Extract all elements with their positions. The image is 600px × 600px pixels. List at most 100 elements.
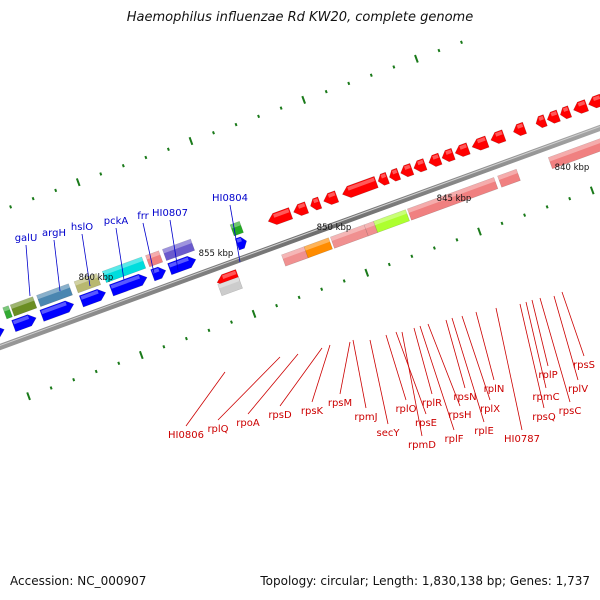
ring-dot (31, 196, 35, 201)
ring-dot (26, 392, 31, 401)
gene-label-reverse: rpsD (268, 410, 292, 421)
ring-dot (589, 186, 595, 195)
ring-dot (257, 114, 261, 119)
gene-label-forward: hslO (71, 222, 93, 233)
scale-label: 855 kbp (199, 249, 234, 259)
feature-block-forward (36, 283, 73, 307)
feature-block-reverse (547, 126, 600, 170)
ring-dot (369, 73, 373, 77)
gene-label-reverse: rpsK (301, 406, 324, 417)
gene-label-reverse: rplF (445, 434, 464, 445)
cds-reverse-arrow (323, 190, 340, 205)
gene-label-reverse: rpsS (573, 360, 595, 371)
ring-dot (144, 155, 148, 160)
gene-label-forward: argH (42, 228, 66, 239)
gene-label-forward: frr (137, 211, 149, 222)
dotted-ring-layer (9, 40, 595, 401)
cds-reverse-arrow (546, 109, 561, 124)
ring-dot (500, 221, 504, 226)
ring-dot (410, 254, 414, 259)
cds-reverse-arrow (513, 121, 528, 136)
ring-dot (49, 386, 53, 390)
cds-reverse-arrow (588, 93, 600, 109)
feature-block-forward (162, 238, 195, 261)
gene-label-reverse: secY (377, 428, 401, 439)
ring-dot (432, 246, 436, 250)
cds-reverse-arrow (535, 114, 548, 129)
accession-text: Accession: NC_000907 (10, 574, 147, 588)
feature-layer (0, 93, 600, 343)
gene-label-reverse: rpmC (532, 392, 559, 403)
ring-dot (455, 238, 459, 242)
ring-dot (387, 262, 391, 267)
cds-reverse-arrow (441, 147, 456, 163)
genome-summary-text: Topology: circular; Length: 1,830,138 bp… (260, 574, 590, 588)
gene-label-reverse: rplO (395, 404, 416, 415)
ring-dot (234, 122, 238, 127)
gene-label-reverse: rpsQ (532, 412, 556, 423)
cds-reverse-arrow (490, 129, 507, 144)
cds-reverse-arrow (560, 105, 573, 120)
gene-label-reverse: rpsE (415, 418, 437, 429)
feature-block-reverse (373, 209, 410, 233)
cds-reverse-arrow (428, 152, 443, 167)
ring-dot (207, 328, 211, 333)
ring-dot (212, 131, 215, 135)
gene-label-reverse: rplE (474, 426, 494, 437)
feature-block-reverse (217, 276, 243, 297)
feature-block-forward (229, 220, 244, 237)
map-title: Haemophilus influenzae Rd KW20, complete… (126, 10, 474, 25)
feature-block-reverse (407, 177, 499, 221)
ring-dot (275, 303, 279, 308)
gene-label-reverse: rpsN (453, 392, 476, 403)
feature-block-reverse (281, 246, 309, 267)
feature-block-forward (73, 273, 102, 294)
ring-dot (392, 65, 396, 69)
feature-block-forward (145, 250, 164, 268)
leader-lines (25, 204, 585, 437)
genome-backbone (0, 124, 600, 351)
gene-label-reverse: rplV (568, 384, 588, 395)
ring-dot (342, 279, 346, 283)
gene-label-reverse: rplX (480, 404, 500, 415)
gene-label-forward: pckA (104, 216, 129, 227)
ring-dot (279, 106, 283, 110)
cds-reverse-arrow (342, 176, 379, 198)
feature-block-forward (9, 296, 38, 317)
scale-label: 840 kbp (555, 163, 590, 173)
cds-reverse-arrow (400, 163, 415, 178)
gene-label-reverse: HI0787 (504, 434, 540, 445)
gene-label-forward: HI0807 (152, 208, 188, 219)
ring-dot (251, 309, 257, 318)
scale-label: 850 kbp (317, 223, 352, 233)
cds-reverse-arrow (413, 158, 428, 173)
cds-reverse-arrow (389, 167, 402, 182)
feature-block-reverse (497, 168, 521, 188)
feature-block-reverse (303, 237, 333, 259)
gene-label-forward: HI0804 (212, 193, 248, 204)
cds-reverse-arrow (293, 201, 310, 216)
ring-dot (162, 345, 166, 349)
ring-dot (166, 147, 170, 152)
cds-reverse-arrow (471, 135, 490, 151)
gene-label-reverse: HI0806 (168, 430, 204, 441)
gene-label-reverse: rplP (538, 370, 557, 381)
ring-dot (523, 213, 527, 217)
ring-dot (568, 196, 572, 201)
ring-dot (99, 172, 103, 176)
cds-reverse-arrow (573, 99, 590, 114)
ring-dot (72, 377, 76, 382)
ring-dot (437, 48, 441, 53)
gene-label-reverse: rpoA (236, 418, 260, 429)
cds-forward-arrow (11, 314, 37, 333)
ring-dot (364, 268, 370, 277)
ring-dot (139, 350, 144, 360)
cds-forward-arrow (150, 266, 167, 282)
ring-dot (230, 320, 233, 324)
feature-block-reverse (330, 224, 369, 249)
gene-label-reverse: rplQ (207, 424, 228, 435)
feature-block-reverse (363, 220, 378, 237)
ring-dot (545, 205, 549, 209)
ring-dot (297, 295, 301, 300)
